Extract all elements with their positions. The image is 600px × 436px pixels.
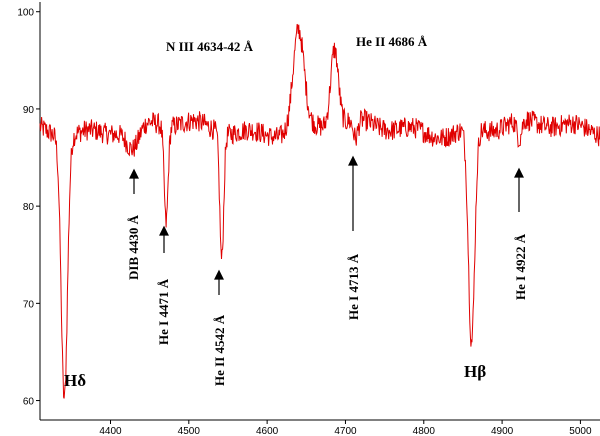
x-tick-label: 4500 [178, 426, 201, 436]
y-tick-label: 100 [17, 8, 34, 19]
label-heii4686: He II 4686 Å [356, 34, 428, 49]
x-tick-label: 4600 [256, 426, 279, 436]
arrow-dib [129, 168, 139, 194]
spectrum-line [39, 23, 600, 399]
arrow-heii4542 [214, 269, 224, 295]
x-tick-label: 4700 [334, 426, 357, 436]
y-tick-label: 90 [23, 105, 35, 116]
label-hbeta: Hβ [464, 362, 486, 381]
label-hei4713: He I 4713 Å [346, 253, 361, 320]
arrow-hei4713 [348, 155, 358, 231]
axis-ticks: 4400 4500 4600 4700 4800 4900 5000 60 70 80 90 100 [17, 8, 592, 436]
x-tick-label: 5000 [569, 426, 592, 436]
arrows [129, 155, 524, 295]
label-hei4471: He I 4471 Å [156, 278, 171, 345]
y-tick-label: 70 [23, 299, 35, 310]
x-tick-label: 4800 [413, 426, 436, 436]
label-heii4542: He II 4542 Å [212, 314, 227, 386]
y-tick-label: 80 [23, 202, 35, 213]
label-hdelta: Hδ [64, 371, 86, 390]
label-hei4922: He I 4922 Å [513, 233, 528, 300]
x-tick-label: 4400 [99, 426, 122, 436]
y-tick-label: 60 [23, 397, 35, 408]
arrow-hei4471 [159, 225, 169, 253]
label-dib: DIB 4430 Å [126, 214, 141, 280]
arrow-hei4922 [514, 167, 524, 212]
label-niii: N III 4634-42 Å [166, 39, 254, 54]
x-tick-label: 4900 [491, 426, 514, 436]
